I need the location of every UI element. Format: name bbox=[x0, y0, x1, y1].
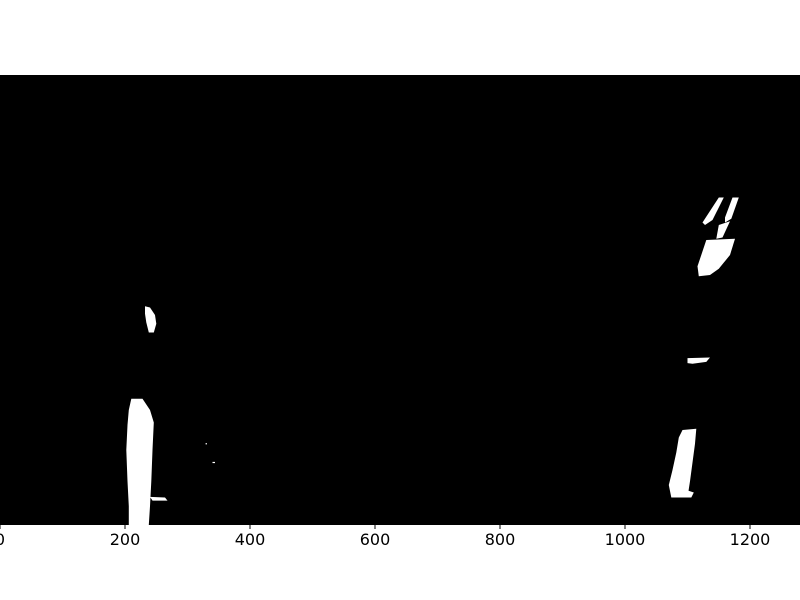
lane-pixel-regions bbox=[126, 197, 739, 525]
x-tick-label: 600 bbox=[360, 530, 391, 549]
noise-dot-b bbox=[212, 461, 215, 464]
x-tick-label: 0 bbox=[0, 530, 5, 549]
x-tick-label: 400 bbox=[235, 530, 266, 549]
plot-area bbox=[0, 75, 800, 525]
x-tick-label: 800 bbox=[485, 530, 516, 549]
right-lane-upper-dash-2 bbox=[725, 197, 739, 223]
x-tick-label: 1200 bbox=[730, 530, 771, 549]
right-lane-upper-dash-3 bbox=[716, 221, 730, 239]
right-lane-middle-dash bbox=[687, 357, 710, 364]
x-tick-label: 1000 bbox=[605, 530, 646, 549]
right-lane-lower-segment bbox=[668, 428, 697, 498]
left-lane-lower-segment bbox=[126, 398, 154, 525]
right-lane-upper-dash-1 bbox=[702, 197, 724, 225]
right-lane-lower-notch bbox=[686, 490, 694, 498]
right-lane-upper-block bbox=[697, 238, 735, 277]
noise-dot-a bbox=[205, 443, 207, 445]
left-lane-small-blob bbox=[150, 496, 168, 501]
x-tick-label: 200 bbox=[110, 530, 141, 549]
x-axis: 0 200 400 600 800 1000 1200 bbox=[0, 525, 770, 549]
left-lane-upper-segment bbox=[145, 306, 157, 333]
